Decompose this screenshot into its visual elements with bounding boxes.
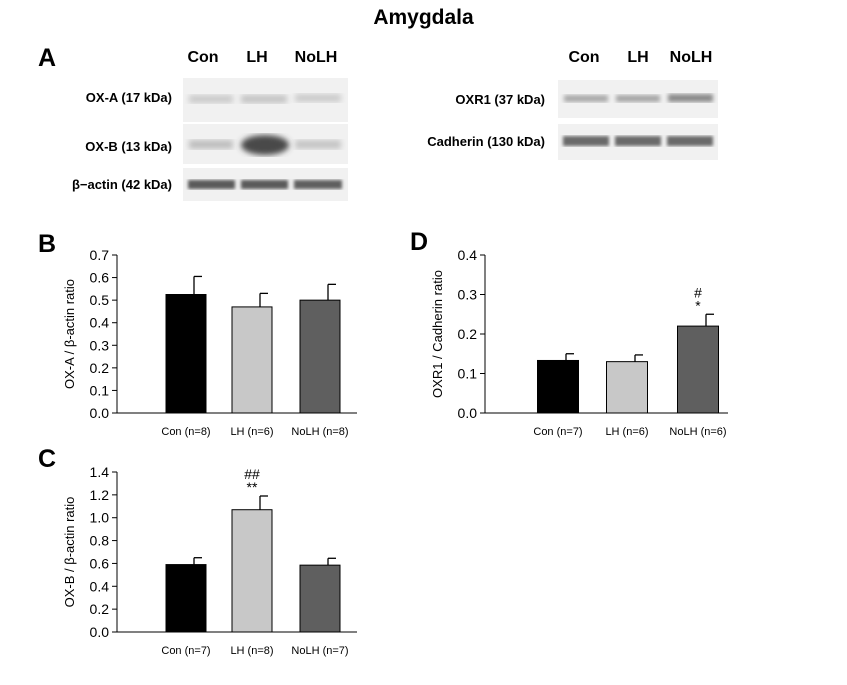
blot-header-right-nolh: NoLH xyxy=(669,49,713,66)
y-tick-label-d: 0.4 xyxy=(458,247,478,263)
y-tick-label-d: 0.3 xyxy=(458,287,478,303)
x-tick-label-b: NoLH (n=8) xyxy=(291,426,348,438)
x-tick-label-c: LH (n=8) xyxy=(230,645,273,657)
bar-d-2 xyxy=(677,325,719,414)
y-axis-label-b: OX-A / β-actin ratio xyxy=(62,279,77,389)
x-tick-label-d: LH (n=6) xyxy=(605,426,648,438)
bar-c-2 xyxy=(299,564,341,633)
bar-b-2 xyxy=(299,299,341,414)
y-tick-label-c: 0.0 xyxy=(90,624,110,640)
significance-mark-d: * xyxy=(695,297,701,313)
bar-b-1 xyxy=(231,306,273,414)
y-tick-label-d: 0.2 xyxy=(458,326,478,342)
blot-image-beta-actin xyxy=(183,168,348,201)
bar-c-1 xyxy=(231,509,273,633)
x-tick-label-c: Con (n=7) xyxy=(161,645,210,657)
y-tick-label-b: 0.6 xyxy=(90,270,110,286)
y-tick-label-c: 1.2 xyxy=(90,487,110,503)
x-tick-label-d: NoLH (n=6) xyxy=(669,426,726,438)
blot-header-lh: LH xyxy=(246,49,268,66)
y-tick-label-d: 0.0 xyxy=(458,405,478,421)
blot-label-oxa: OX-A (17 kDa) xyxy=(85,90,172,105)
bar-b-0 xyxy=(165,294,207,414)
y-tick-label-c: 0.6 xyxy=(90,555,110,571)
y-tick-label-b: 0.7 xyxy=(90,247,110,263)
blot-image-oxr1 xyxy=(558,80,718,118)
bar-c-0 xyxy=(165,564,207,633)
panel-letter-d: D xyxy=(410,228,429,256)
bar-d-1 xyxy=(606,361,648,414)
blot-bands-beta-actin xyxy=(188,180,342,189)
blot-header-right-con: Con xyxy=(568,49,600,66)
blot-bands-oxr1 xyxy=(564,94,713,102)
y-tick-label-c: 1.4 xyxy=(90,464,110,480)
blot-image-cadherin xyxy=(558,124,718,160)
blot-header-right-lh: LH xyxy=(627,49,649,66)
y-tick-label-c: 0.4 xyxy=(90,578,110,594)
x-tick-label-d: Con (n=7) xyxy=(533,426,582,438)
y-axis-label-d: OXR1 / Cadherin ratio xyxy=(430,270,445,398)
figure-title: Amygdala xyxy=(373,6,474,29)
y-tick-label-c: 0.8 xyxy=(90,533,110,549)
x-tick-label-c: NoLH (n=7) xyxy=(291,645,348,657)
significance-mark-c: ## xyxy=(244,466,260,482)
panel-letter-c: C xyxy=(38,445,57,473)
panel-letter-a: A xyxy=(38,44,57,72)
blot-label-oxb: OX-B (13 kDa) xyxy=(85,139,172,154)
y-tick-label-c: 0.2 xyxy=(90,601,110,617)
y-tick-label-b: 0.1 xyxy=(90,382,110,398)
y-tick-label-b: 0.3 xyxy=(90,337,110,353)
bar-d-0 xyxy=(537,359,579,414)
blot-label-cadherin: Cadherin (130 kDa) xyxy=(427,134,545,149)
y-tick-label-b: 0.4 xyxy=(90,315,110,331)
panel-letter-b: B xyxy=(38,230,57,258)
blot-image-oxa xyxy=(183,78,348,122)
blot-label-beta-actin: β−actin (42 kDa) xyxy=(71,177,172,192)
blot-header-con: Con xyxy=(187,49,219,66)
y-tick-label-b: 0.5 xyxy=(90,292,110,308)
x-tick-label-b: Con (n=8) xyxy=(161,426,210,438)
blot-bands-oxa xyxy=(189,94,341,103)
blot-bands-cadherin xyxy=(563,136,713,146)
blot-header-nolh: NoLH xyxy=(294,49,338,66)
y-tick-label-b: 0.2 xyxy=(90,360,110,376)
y-tick-label-c: 1.0 xyxy=(90,510,110,526)
y-axis-label-c: OX-B / β-actin ratio xyxy=(62,497,77,608)
y-tick-label-b: 0.0 xyxy=(90,405,110,421)
x-tick-label-b: LH (n=6) xyxy=(230,426,273,438)
significance-mark-d: # xyxy=(694,284,702,300)
blot-bands-oxb xyxy=(189,135,341,155)
blot-image-oxb xyxy=(183,124,348,164)
significance-mark-c: ** xyxy=(247,479,258,495)
y-tick-label-d: 0.1 xyxy=(458,366,478,382)
blot-label-oxr1: OXR1 (37 kDa) xyxy=(455,92,545,107)
